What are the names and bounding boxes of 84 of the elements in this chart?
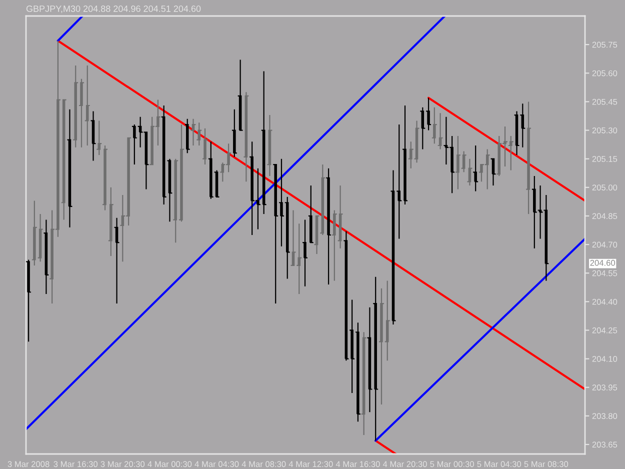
x-tick-label: 4 Mar 16:30 <box>336 461 380 468</box>
x-tick-label: 4 Mar 00:30 <box>148 461 192 468</box>
x-tick-label: 5 Mar 08:30 <box>524 461 568 468</box>
candlestick <box>84 64 90 146</box>
candlestick <box>237 59 244 131</box>
candlestick <box>408 141 414 169</box>
candlestick <box>396 124 402 240</box>
candlestick <box>531 175 538 249</box>
candlestick <box>172 158 179 244</box>
candlestick <box>426 97 432 131</box>
candlestick <box>331 210 338 282</box>
candlestick <box>166 158 173 222</box>
candlestick <box>266 114 273 177</box>
candlestick <box>290 210 296 266</box>
candlestick <box>78 78 85 148</box>
candlestick <box>354 322 361 422</box>
y-tick-label: 205.45 <box>592 98 618 105</box>
x-tick-label: 4 Mar 12:30 <box>288 461 333 468</box>
x-tick-label: 4 Mar 08:30 <box>242 461 286 468</box>
candlestick <box>526 101 532 215</box>
text: 204.60 <box>590 260 616 266</box>
candlestick <box>490 158 496 186</box>
candlestick <box>114 217 120 304</box>
candlestick <box>108 186 114 257</box>
candlestick <box>508 135 514 171</box>
candlestick <box>454 135 461 190</box>
x-tick-label: 3 Mar 2008 <box>8 461 50 468</box>
candlestick <box>178 124 185 222</box>
candlestick <box>278 158 285 247</box>
y-tick-label: 205.30 <box>592 127 618 134</box>
candlestick <box>231 108 238 158</box>
candlestick <box>466 158 473 186</box>
candlestick <box>72 64 79 148</box>
y-tick-label: 204.40 <box>592 298 618 305</box>
y-tick-label: 204.25 <box>592 327 618 334</box>
candlestick <box>302 219 308 287</box>
candlestick <box>66 108 73 228</box>
y-tick-label: 204.55 <box>592 270 618 276</box>
candlestick <box>196 122 202 146</box>
y-tick-label: 205.75 <box>592 42 618 48</box>
candlestick <box>96 120 102 156</box>
candlestick <box>260 70 267 215</box>
x-tick-label: 3 Mar 16:30 <box>54 461 98 468</box>
candlestick <box>208 141 214 200</box>
candlestick <box>366 306 373 413</box>
y-tick-label: 205.60 <box>592 70 618 76</box>
y-tick-label: 205.00 <box>592 184 618 190</box>
candlestick <box>43 219 50 295</box>
candlestick <box>472 144 479 192</box>
candlestick <box>537 184 544 240</box>
x-tick-label: 3 Mar 20:30 <box>100 461 145 468</box>
y-tick-label: 203.95 <box>592 384 618 390</box>
candlestick <box>202 128 208 166</box>
y-tick-label: 205.15 <box>592 156 618 162</box>
candlestick <box>26 259 32 342</box>
candlestick <box>431 106 438 144</box>
candlestick <box>384 280 390 362</box>
x-tick-label: 5 Mar 00:30 <box>430 461 474 468</box>
candlestick <box>90 110 96 162</box>
candlestick <box>420 106 426 150</box>
x-tick-label: 4 Mar 04:30 <box>194 461 239 468</box>
y-tick-label: 204.10 <box>592 356 618 362</box>
candlestick <box>378 288 385 406</box>
candlestick <box>272 164 279 304</box>
y-tick-label: 203.65 <box>592 442 618 448</box>
candlestick <box>31 200 38 266</box>
x-tick-label: 5 Mar 04:30 <box>477 461 522 468</box>
chart-title: GBPJPY,M30 204.88 204.96 204.51 204.60 <box>26 6 201 13</box>
candlestick <box>326 168 332 286</box>
y-tick-label: 204.70 <box>592 242 618 248</box>
x-tick-label: 4 Mar 20:30 <box>382 461 427 468</box>
candlestick <box>102 144 108 211</box>
candlestick <box>402 104 408 206</box>
candlestick <box>349 299 356 394</box>
candlestick <box>437 112 444 150</box>
candlestick <box>131 124 138 166</box>
candlestick <box>337 184 344 249</box>
candlestick <box>296 223 302 295</box>
y-tick-label: 203.80 <box>592 413 618 420</box>
candlestick <box>520 103 526 148</box>
candlestick <box>308 184 314 244</box>
y-tick-label: 204.85 <box>592 213 618 220</box>
candlestick <box>190 118 196 146</box>
candlestick <box>372 276 379 442</box>
